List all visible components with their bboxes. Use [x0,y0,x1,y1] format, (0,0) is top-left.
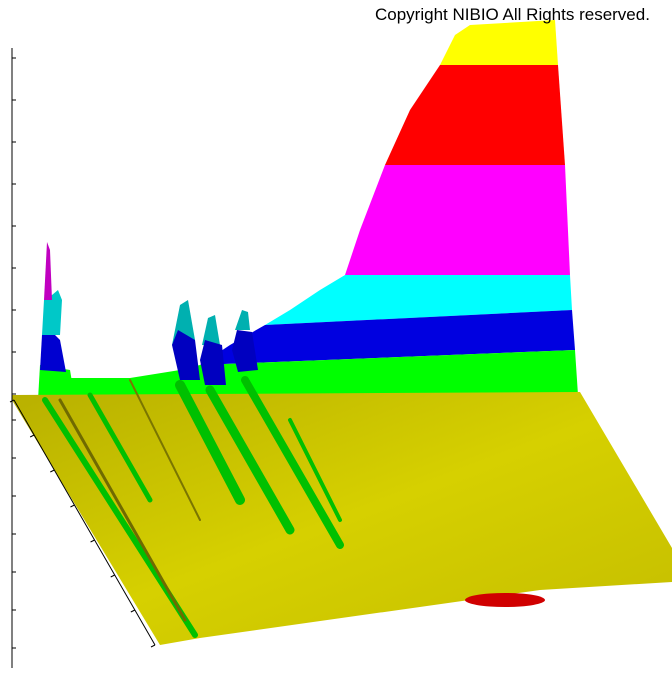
band-cyan [265,275,572,325]
floor-ridges [42,376,344,638]
copyright: Copyright NIBIO All Rights reserved. [375,5,650,24]
band-blue [200,310,575,365]
peak [235,310,250,330]
axes [11,48,156,668]
peak [202,315,220,345]
axis-tick [130,609,136,613]
ridge [205,385,295,535]
band-magenta [345,165,570,275]
peak [172,330,200,380]
axis-tick [90,539,95,543]
axis-tick [9,399,15,403]
ridge [175,380,245,505]
peak [44,242,52,300]
ridge [241,376,344,549]
peak [38,365,75,400]
peak [40,330,66,372]
wall [40,20,578,400]
peak [42,290,62,335]
axis-tick [150,644,156,648]
band-yellow [440,20,558,65]
axis-tick [29,434,35,438]
band-red [385,65,565,165]
peaks [38,242,258,400]
peak [232,330,258,372]
ridge [87,392,153,503]
peak [200,340,226,385]
band-green [40,350,578,400]
floor [12,392,672,645]
axis-tick [70,504,75,508]
ridge [129,379,201,521]
underside [465,593,545,607]
x-axis [13,399,156,646]
axis-tick [110,574,115,578]
ridge [58,398,187,622]
ridge [288,418,342,522]
axis-tick [50,469,55,473]
